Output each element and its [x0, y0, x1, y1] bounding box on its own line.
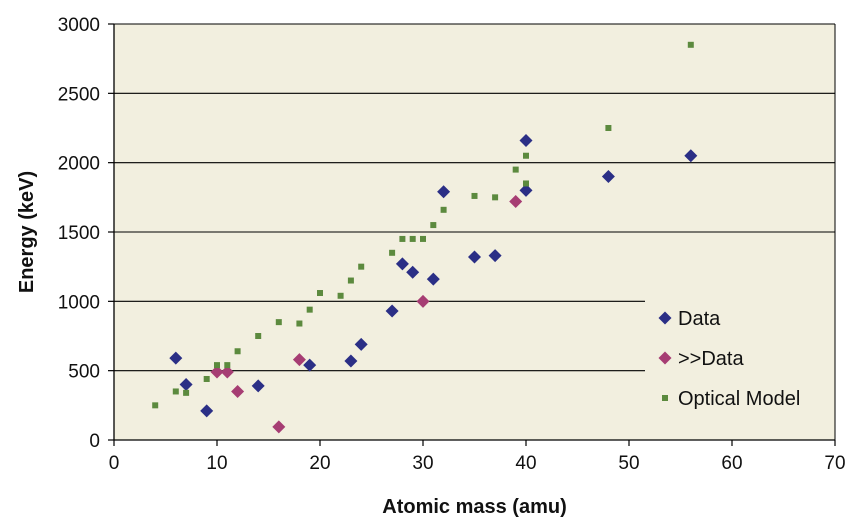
y-axis-title: Energy (keV) [16, 171, 38, 293]
legend-label: Optical Model [678, 388, 800, 410]
y-tick-label: 0 [89, 431, 100, 452]
optical-model-point [234, 348, 241, 355]
data-point [519, 133, 533, 147]
optical-model-point [337, 292, 344, 299]
over-data-point [272, 420, 286, 434]
data-point [468, 250, 481, 264]
series-1 [210, 194, 523, 434]
data-point [385, 304, 399, 318]
data-point [601, 170, 615, 184]
x-tick-label: 50 [618, 453, 639, 474]
over-data-point [292, 353, 306, 367]
data-point [406, 265, 420, 279]
x-tick-label: 20 [309, 453, 330, 474]
x-tick-label: 40 [515, 453, 536, 474]
over-data-point [231, 384, 245, 398]
optical-model-point [492, 194, 499, 201]
legend-label: Data [678, 308, 721, 330]
optical-model-point [203, 375, 210, 382]
optical-model-point [172, 388, 179, 395]
data-point [179, 378, 193, 392]
optical-model-point [687, 41, 694, 48]
optical-model-point [306, 306, 313, 313]
y-tick-label: 1000 [58, 292, 100, 313]
legend-marker [658, 311, 672, 325]
y-tick-label: 500 [68, 362, 100, 383]
optical-model-point [317, 290, 323, 297]
optical-model-point [255, 333, 262, 339]
optical-model-point [183, 389, 190, 396]
data-point [169, 351, 183, 365]
data-point [354, 337, 368, 351]
over-data-point [509, 194, 523, 208]
optical-model-point [420, 235, 426, 242]
x-axis-title: Atomic mass (amu) [382, 496, 567, 518]
x-tick-label: 60 [721, 453, 742, 474]
data-point [426, 272, 440, 286]
y-tick-label: 1500 [58, 223, 100, 244]
legend-marker [658, 351, 672, 365]
data-point [395, 257, 409, 271]
x-tick-labels: 0 10 20 30 40 50 60 70 [109, 440, 845, 474]
over-data-point [210, 365, 224, 379]
optical-model-point [471, 192, 478, 199]
y-tick-label: 3000 [58, 15, 100, 36]
data-point [684, 149, 698, 163]
legend-marker [662, 395, 668, 401]
optical-model-point [523, 152, 529, 159]
x-tick-label: 30 [412, 453, 433, 474]
y-tick-label: 2000 [58, 154, 100, 175]
x-tick-label: 70 [824, 453, 845, 474]
optical-model-point [605, 125, 612, 131]
x-tick-label: 10 [206, 453, 227, 474]
optical-model-point [358, 263, 365, 270]
data-point [200, 404, 214, 418]
data-point [251, 379, 265, 393]
optical-model-point [275, 319, 282, 326]
optical-model-point [296, 320, 303, 327]
optical-model-point [224, 362, 231, 369]
data-point [437, 185, 451, 199]
optical-model-point [512, 166, 519, 173]
optical-model-point [523, 180, 529, 187]
y-tick-label: 2500 [58, 84, 100, 105]
data-point [488, 249, 502, 263]
legend-label: >>Data [678, 348, 744, 370]
series-2 [152, 41, 694, 409]
optical-model-point [409, 235, 416, 242]
y-tick-labels: 0 500 1000 1500 2000 2500 3000 [58, 15, 114, 452]
over-data-point [416, 294, 430, 308]
data-point [519, 183, 533, 197]
optical-model-point [214, 362, 220, 369]
data-point [303, 358, 317, 372]
optical-model-point [440, 206, 447, 213]
optical-model-point [152, 402, 159, 409]
optical-model-point [347, 277, 354, 284]
data-point [344, 354, 358, 368]
legend: Data >>Data Optical Model [658, 308, 800, 410]
data-points [152, 41, 698, 434]
over-data-point [220, 365, 234, 379]
optical-model-point [399, 235, 406, 242]
optical-model-point [430, 222, 437, 229]
series-0 [169, 133, 698, 418]
x-tick-label: 0 [109, 453, 120, 474]
gridlines [114, 23, 835, 372]
optical-model-point [389, 249, 396, 256]
